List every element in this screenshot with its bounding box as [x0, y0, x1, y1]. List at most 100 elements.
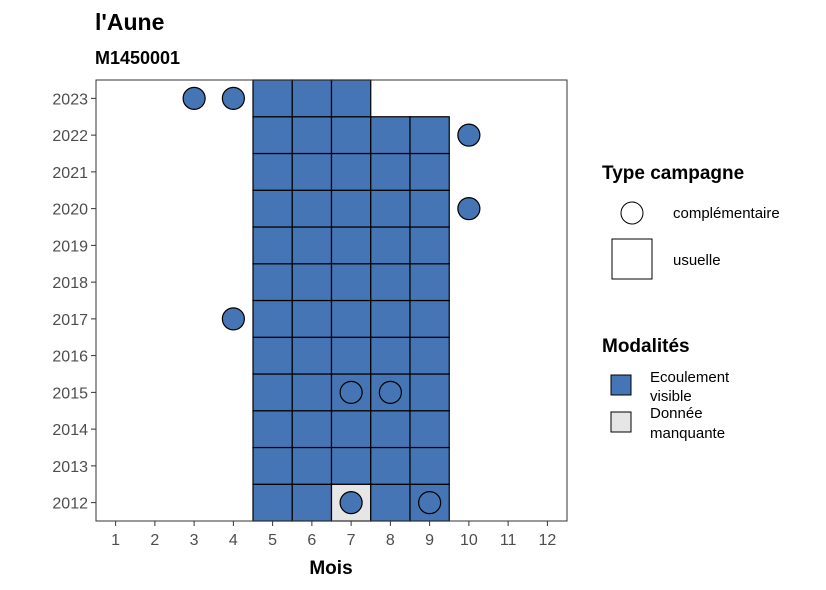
point-2015-7 — [339, 380, 363, 404]
tile-2021-6 — [291, 152, 333, 191]
tile-2012-5 — [252, 483, 293, 522]
tile-2017-8 — [370, 299, 411, 338]
x-tick-label: 6 — [307, 532, 316, 549]
x-tick-label: 4 — [229, 532, 238, 549]
tile-2013-8 — [370, 446, 411, 485]
tile-2023-7 — [330, 79, 372, 118]
tile-2022-8 — [370, 116, 411, 155]
legend-ecoulement-label-line2: visible — [650, 388, 692, 405]
x-tick-label: 8 — [386, 532, 395, 549]
tile-2021-9 — [409, 152, 450, 191]
y-tick-label: 2012 — [52, 496, 88, 513]
tile-2019-8 — [370, 226, 411, 265]
x-tick-label: 11 — [500, 532, 517, 549]
tile-2021-7 — [330, 152, 372, 191]
tile-2016-5 — [252, 336, 293, 375]
tile-2012-6 — [291, 483, 333, 522]
tile-2018-9 — [409, 263, 450, 302]
point-2012-9 — [418, 491, 442, 515]
legend-modalites-title: Modalités — [602, 336, 690, 357]
x-tick-label: 9 — [425, 532, 434, 549]
point-2022-10 — [457, 123, 481, 147]
tile-2018-5 — [252, 263, 293, 302]
y-tick-label: 2015 — [52, 385, 88, 402]
tile-2015-6 — [291, 373, 333, 412]
tile-2017-9 — [409, 299, 450, 338]
x-tick-label: 12 — [538, 532, 556, 549]
plot-area — [95, 79, 568, 522]
tile-2021-5 — [252, 152, 293, 191]
tile-2018-6 — [291, 263, 333, 302]
tile-2017-5 — [252, 299, 293, 338]
x-tick-label: 10 — [460, 532, 478, 549]
tile-2015-9 — [409, 373, 450, 412]
tile-2017-7 — [330, 299, 372, 338]
tile-2023-5 — [252, 79, 293, 118]
tile-2013-5 — [252, 446, 293, 485]
legend-square-symbol — [611, 238, 653, 280]
x-tick-label: 3 — [190, 532, 199, 549]
y-tick-label: 2020 — [52, 202, 88, 219]
x-axis: 1 2 3 4 5 6 7 8 9 10 11 12 — [111, 521, 556, 549]
tile-2013-9 — [409, 446, 450, 485]
legend-donnee-label-line1: Donnée — [650, 405, 703, 422]
point-2015-8 — [378, 380, 402, 404]
legend-type-campagne: Type campagne complémentaire usuelle — [602, 163, 780, 280]
chart-title: l'Aune — [95, 9, 164, 35]
point-2017-4 — [221, 307, 245, 331]
point-2020-10 — [457, 197, 481, 221]
tile-2014-9 — [409, 410, 450, 449]
tile-2012-8 — [370, 483, 411, 522]
tile-2016-6 — [291, 336, 333, 375]
tile-2023-6 — [291, 79, 333, 118]
tile-2020-6 — [291, 189, 333, 228]
y-tick-label: 2013 — [52, 459, 88, 476]
legend-usuelle-label: usuelle — [673, 252, 721, 269]
legend-donnee-label-line2: manquante — [650, 425, 725, 442]
points-layer — [182, 86, 481, 515]
tile-2013-6 — [291, 446, 333, 485]
x-tick-label: 2 — [150, 532, 159, 549]
tile-2022-5 — [252, 116, 293, 155]
tile-2020-5 — [252, 189, 293, 228]
chart-subtitle: M1450001 — [95, 48, 180, 68]
legend-modalites: Modalités Ecoulement visible Donnée manq… — [602, 336, 730, 442]
tile-2020-7 — [330, 189, 372, 228]
y-tick-label: 2021 — [52, 165, 88, 182]
tile-2022-9 — [409, 116, 450, 155]
y-axis: 2012 2013 2014 2015 2016 2017 2018 2019 2020 2021… — [52, 91, 96, 513]
legend-circle-symbol — [620, 201, 644, 225]
point-2012-7 — [339, 491, 363, 515]
tiles-layer — [252, 79, 450, 522]
x-tick-label: 5 — [268, 532, 277, 549]
tile-2016-8 — [370, 336, 411, 375]
tile-2016-9 — [409, 336, 450, 375]
tile-2018-7 — [330, 263, 372, 302]
tile-2016-7 — [330, 336, 372, 375]
tile-2019-7 — [330, 226, 372, 265]
tile-2022-7 — [330, 116, 372, 155]
x-tick-label: 1 — [111, 532, 120, 549]
point-2023-4 — [221, 86, 245, 110]
y-tick-label: 2022 — [52, 128, 88, 145]
tile-2018-8 — [370, 263, 411, 302]
tile-2021-8 — [370, 152, 411, 191]
tile-2017-6 — [291, 299, 333, 338]
y-tick-label: 2019 — [52, 238, 88, 255]
legend-ecoulement-label-line1: Ecoulement — [650, 369, 730, 386]
legend-swatch-ecoulement-visible — [610, 374, 632, 396]
tile-2019-5 — [252, 226, 293, 265]
tile-2014-8 — [370, 410, 411, 449]
legend-complementaire-label: complémentaire — [673, 205, 780, 222]
y-tick-label: 2014 — [52, 422, 88, 439]
tile-2022-6 — [291, 116, 333, 155]
y-tick-label: 2018 — [52, 275, 88, 292]
x-axis-title: Mois — [309, 558, 352, 579]
point-2023-3 — [182, 86, 206, 110]
tile-2013-7 — [330, 446, 372, 485]
tile-2014-7 — [330, 410, 372, 449]
tile-2020-8 — [370, 189, 411, 228]
legend-type-title: Type campagne — [602, 163, 744, 184]
tile-2020-9 — [409, 189, 450, 228]
